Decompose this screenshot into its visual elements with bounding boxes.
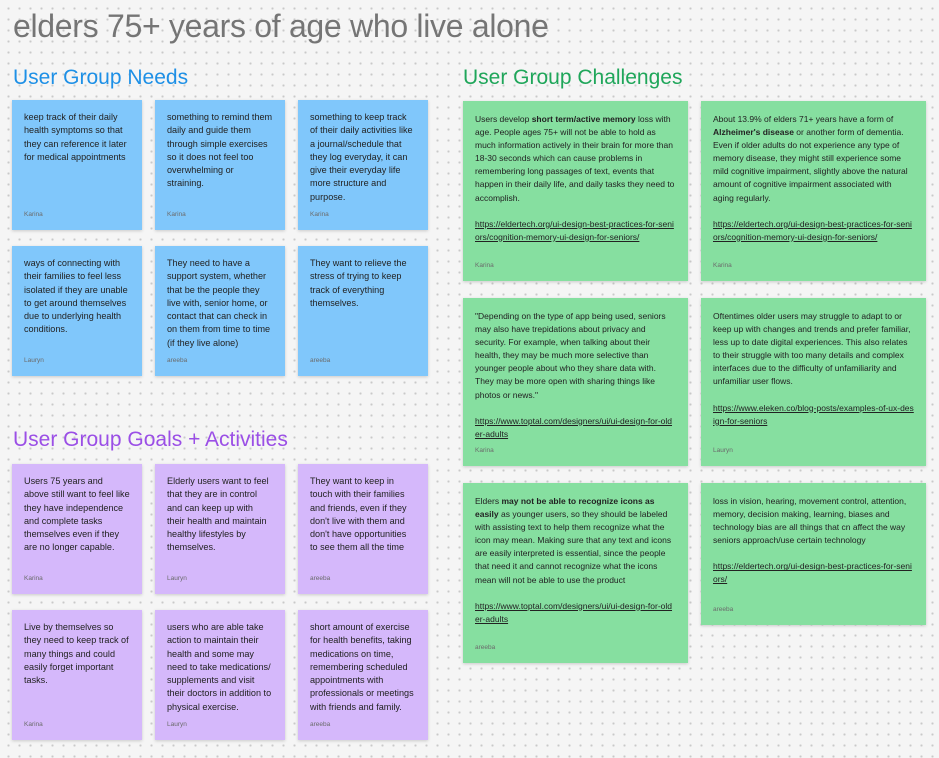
- needs-sticky-note[interactable]: They want to relieve the stress of tryin…: [298, 246, 428, 376]
- needs-sticky-note[interactable]: ways of connecting with their families t…: [12, 246, 142, 376]
- reference-link[interactable]: https://www.toptal.com/designers/ui/ui-d…: [475, 415, 673, 439]
- needs-sticky-note[interactable]: something to keep track of their daily a…: [298, 100, 428, 230]
- sticky-text: They want to relieve the stress of tryin…: [310, 258, 407, 308]
- sticky-text: something to remind them daily and guide…: [167, 112, 273, 189]
- challenges-sticky-note[interactable]: loss in vision, hearing, movement contro…: [701, 483, 926, 625]
- sticky-author: areeba: [310, 720, 331, 728]
- sticky-author: Karina: [475, 446, 494, 454]
- challenges-sticky-note[interactable]: "Depending on the type of app being used…: [463, 298, 688, 466]
- goals-sticky-note[interactable]: They want to keep in touch with their fa…: [298, 464, 428, 594]
- sticky-text: They want to keep in touch with their fa…: [310, 476, 407, 553]
- sticky-author: areeba: [310, 356, 331, 364]
- sticky-author: Lauryn: [167, 720, 187, 728]
- sticky-author: areeba: [167, 356, 188, 364]
- sticky-text: They need to have a support system, whet…: [167, 258, 271, 348]
- challenges-sticky-note[interactable]: Elders may not be able to recognize icon…: [463, 483, 688, 663]
- sticky-author: Karina: [713, 261, 732, 269]
- board-title: elders 75+ years of age who live alone: [13, 8, 549, 44]
- reference-link[interactable]: https://www.eleken.co/blog-posts/example…: [713, 402, 914, 426]
- challenges-sticky-note[interactable]: Oftentimes older users may struggle to a…: [701, 298, 926, 466]
- section-title-needs: User Group Needs: [13, 66, 189, 89]
- sticky-text: ways of connecting with their families t…: [24, 258, 128, 335]
- sticky-author: Karina: [310, 210, 329, 218]
- goals-sticky-note[interactable]: Users 75 years and above still want to f…: [12, 464, 142, 594]
- sticky-text: Users develop short term/active memory l…: [475, 114, 675, 203]
- sticky-text: Elderly users want to feel that they are…: [167, 476, 269, 553]
- challenges-sticky-note[interactable]: About 13.9% of elders 71+ years have a f…: [701, 101, 926, 281]
- sticky-author: Lauryn: [24, 356, 44, 364]
- section-title-challenges: User Group Challenges: [463, 66, 683, 89]
- goals-sticky-note[interactable]: users who are able take action to mainta…: [155, 610, 285, 740]
- sticky-text: Users 75 years and above still want to f…: [24, 476, 130, 553]
- sticky-author: Karina: [167, 210, 186, 218]
- sticky-author: areeba: [713, 605, 734, 613]
- reference-link[interactable]: https://eldertech.org/ui-design-best-pra…: [713, 561, 912, 585]
- sticky-author: Karina: [24, 210, 43, 218]
- sticky-text: users who are able take action to mainta…: [167, 622, 272, 712]
- sticky-text: short amount of exercise for health bene…: [310, 622, 414, 712]
- reference-link[interactable]: https://eldertech.org/ui-design-best-pra…: [713, 218, 912, 242]
- reference-link[interactable]: https://www.toptal.com/designers/ui/ui-d…: [475, 600, 673, 624]
- sticky-author: Karina: [475, 261, 494, 269]
- sticky-text: keep track of their daily health symptom…: [24, 112, 127, 162]
- sticky-emphasis: short term/active memory: [531, 114, 636, 124]
- needs-sticky-note[interactable]: keep track of their daily health symptom…: [12, 100, 142, 230]
- needs-sticky-note[interactable]: something to remind them daily and guide…: [155, 100, 285, 230]
- section-title-goals: User Group Goals + Activities: [13, 428, 288, 451]
- goals-sticky-note[interactable]: Elderly users want to feel that they are…: [155, 464, 285, 594]
- sticky-text: About 13.9% of elders 71+ years have a f…: [713, 114, 908, 203]
- sticky-text: Elders may not be able to recognize icon…: [475, 496, 672, 585]
- sticky-author: Karina: [24, 720, 43, 728]
- reference-link[interactable]: https://eldertech.org/ui-design-best-pra…: [475, 218, 674, 242]
- sticky-text: Live by themselves so they need to keep …: [24, 622, 129, 686]
- challenges-sticky-note[interactable]: Users develop short term/active memory l…: [463, 101, 688, 281]
- needs-sticky-note[interactable]: They need to have a support system, whet…: [155, 246, 285, 376]
- sticky-emphasis: may not be able to recognize icons as ea…: [475, 496, 655, 520]
- sticky-author: Lauryn: [713, 446, 733, 454]
- sticky-author: areeba: [310, 574, 331, 582]
- sticky-text: Oftentimes older users may struggle to a…: [713, 311, 911, 387]
- sticky-emphasis: Alzheimer's disease: [713, 127, 794, 138]
- sticky-author: Lauryn: [167, 574, 187, 582]
- sticky-text: something to keep track of their daily a…: [310, 112, 413, 202]
- goals-sticky-note[interactable]: short amount of exercise for health bene…: [298, 610, 428, 740]
- sticky-text: loss in vision, hearing, movement contro…: [713, 496, 907, 546]
- sticky-author: areeba: [475, 643, 496, 651]
- sticky-author: Karina: [24, 574, 43, 582]
- sticky-text: "Depending on the type of app being used…: [475, 311, 666, 400]
- goals-sticky-note[interactable]: Live by themselves so they need to keep …: [12, 610, 142, 740]
